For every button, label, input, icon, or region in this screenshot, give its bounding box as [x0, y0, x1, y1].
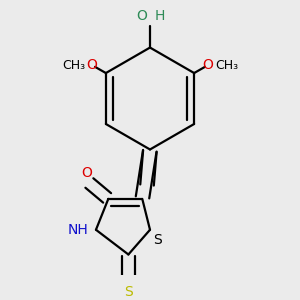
Text: H: H: [154, 10, 165, 23]
Text: NH: NH: [68, 223, 88, 237]
Text: O: O: [136, 10, 147, 23]
Text: CH₃: CH₃: [215, 59, 238, 72]
Text: O: O: [202, 58, 214, 72]
Text: CH₃: CH₃: [62, 59, 85, 72]
Text: S: S: [153, 233, 162, 247]
Text: O: O: [86, 58, 98, 72]
Text: O: O: [81, 167, 92, 181]
Text: S: S: [124, 285, 133, 299]
